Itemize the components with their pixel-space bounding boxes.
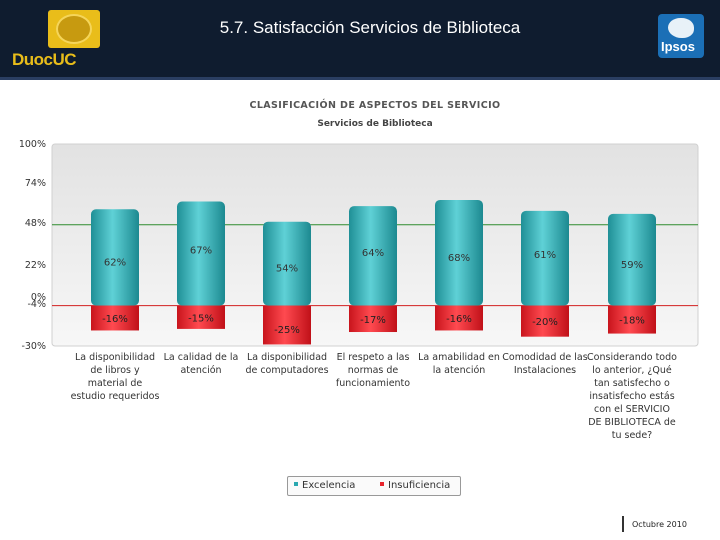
footer-divider	[622, 516, 624, 532]
legend-item-insuficiencia: Insuficiencia	[380, 480, 450, 491]
bar-insuficiencia	[435, 305, 483, 331]
bar-excelencia	[177, 201, 225, 306]
data-label-excelencia: 67%	[190, 246, 212, 257]
y-tick-label: 22%	[25, 260, 46, 271]
x-category-label: Considerando todo lo anterior, ¿Qué tan …	[587, 352, 677, 441]
x-category-label: La disponibilidad de computadores	[245, 352, 329, 376]
data-label-insuficiencia: -18%	[619, 316, 645, 327]
y-tick-label: 74%	[25, 178, 46, 189]
bar-insuficiencia	[263, 305, 311, 345]
legend-item-excelencia: Excelencia	[294, 480, 355, 491]
bar-insuficiencia	[91, 305, 139, 331]
x-category-label: El respeto a las normas de funcionamient…	[335, 352, 411, 389]
data-label-insuficiencia: -17%	[360, 315, 386, 326]
bar-excelencia	[91, 209, 139, 306]
y-tick-label: 48%	[25, 218, 46, 229]
y-tick-label: -30%	[21, 341, 46, 352]
x-category-label: La disponibilidad de libros y material d…	[70, 352, 160, 402]
bar-excelencia	[608, 213, 656, 306]
duocuc-logo-text: DuocUC	[12, 50, 77, 69]
chart-subtitle: Servicios de Biblioteca	[317, 119, 433, 129]
bar-excelencia	[435, 199, 483, 306]
header-bar	[0, 0, 720, 77]
y-tick-label: 0%	[31, 292, 46, 303]
duocuc-logo: DuocUC	[10, 10, 100, 69]
legend-swatch-excelencia	[294, 482, 298, 486]
data-label-insuficiencia: -25%	[274, 325, 300, 336]
data-label-insuficiencia: -15%	[188, 313, 214, 324]
bar-insuficiencia	[521, 305, 569, 337]
data-label-insuficiencia: -20%	[532, 317, 558, 328]
crest-icon	[48, 10, 100, 48]
bar-excelencia	[521, 210, 569, 306]
bar-excelencia	[349, 206, 397, 306]
data-label-excelencia: 54%	[276, 264, 298, 275]
footer-date: Octubre 2010	[632, 520, 687, 529]
legend-swatch-insuficiencia	[380, 482, 384, 486]
data-label-excelencia: 68%	[448, 253, 470, 264]
data-label-excelencia: 61%	[534, 250, 556, 261]
bar-chart: 100% 74% 48% 22% 0%-4% -30% 62% -16% 67% -15% 54% -…	[19, 139, 699, 352]
chart-title: CLASIFICACIÓN DE ASPECTOS DEL SERVICIO	[249, 100, 501, 111]
bar-insuficiencia	[177, 305, 225, 329]
ipsos-logo: Ipsos	[658, 14, 704, 58]
page-title: 5.7. Satisfacción Servicios de Bibliotec…	[219, 18, 521, 37]
x-category-label: Comodidad de las Instalaciones	[502, 352, 588, 376]
chart-legend: Excelencia Insuficiencia	[287, 476, 461, 496]
header-divider	[0, 77, 720, 80]
legend-label-excelencia: Excelencia	[302, 480, 356, 491]
x-category-label: La amabilidad en la atención	[418, 352, 500, 376]
data-label-excelencia: 62%	[104, 257, 126, 268]
y-tick-label: -4%	[28, 299, 47, 310]
ipsos-mark-icon	[668, 18, 694, 38]
legend-label-insuficiencia: Insuficiencia	[388, 480, 451, 491]
data-label-insuficiencia: -16%	[446, 314, 472, 325]
data-label-insuficiencia: -16%	[102, 314, 128, 325]
bar-insuficiencia	[349, 305, 397, 333]
bar-excelencia	[263, 221, 311, 306]
bar-insuficiencia	[608, 305, 656, 334]
data-label-excelencia: 64%	[362, 248, 384, 259]
ipsos-logo-text: Ipsos	[661, 39, 695, 54]
y-tick-label: 100%	[19, 139, 46, 150]
x-category-label: La calidad de la atención	[163, 352, 239, 376]
data-label-excelencia: 59%	[621, 260, 643, 271]
